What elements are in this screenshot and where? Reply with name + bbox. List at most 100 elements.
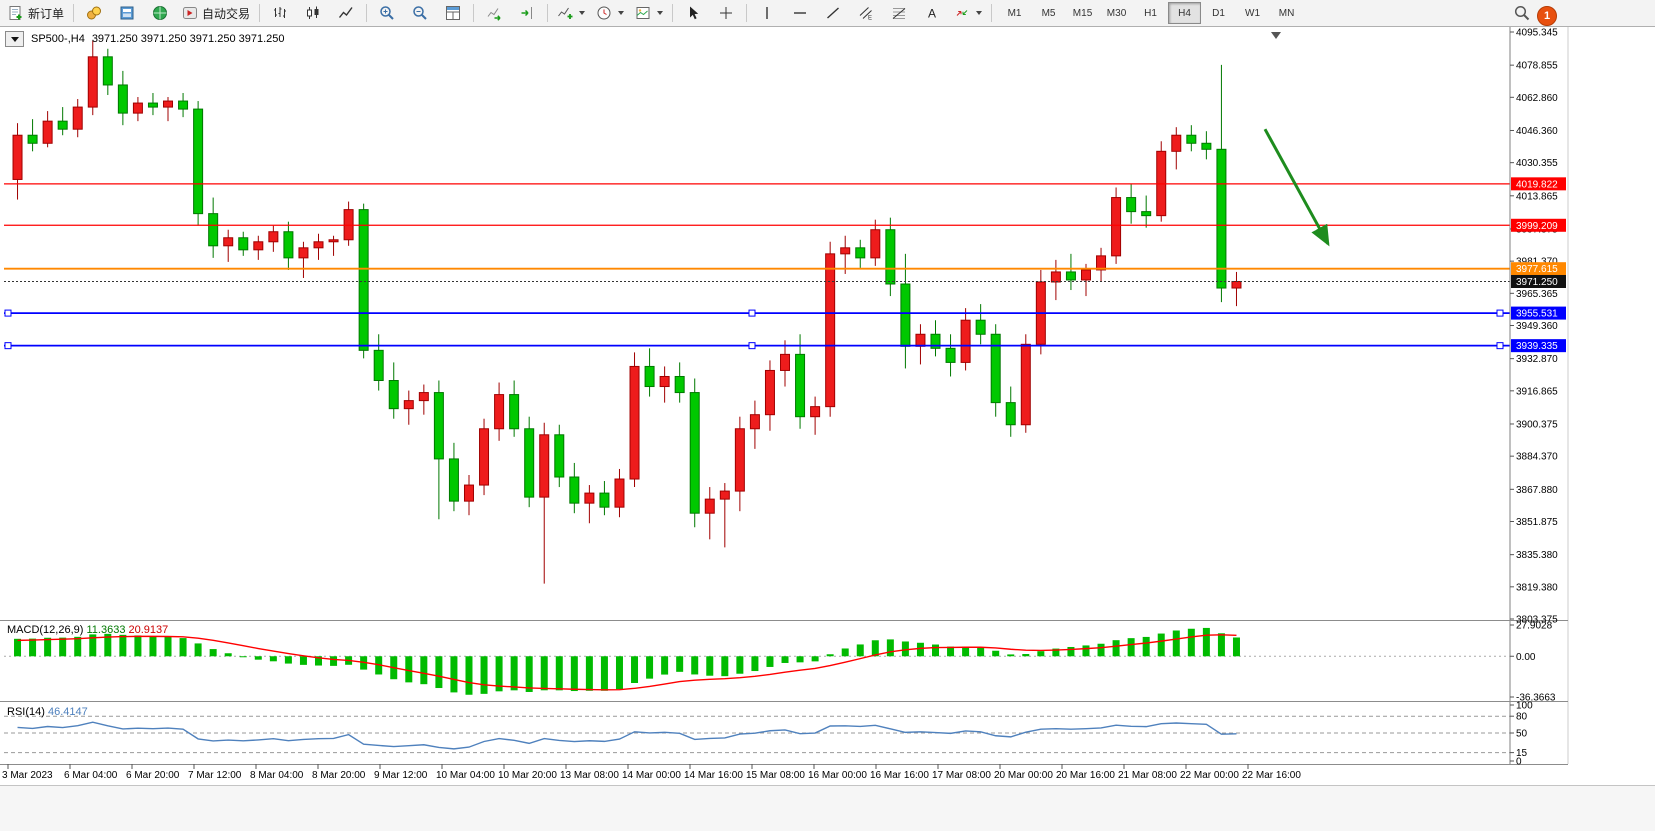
- candle: [373, 334, 384, 391]
- candle: [930, 320, 941, 357]
- line-chart-button[interactable]: [330, 1, 362, 25]
- svg-text:4030.355: 4030.355: [1516, 158, 1558, 169]
- periods-button[interactable]: [591, 1, 629, 25]
- crosshair-button[interactable]: [710, 1, 742, 25]
- candlestick-chart-button[interactable]: [297, 1, 329, 25]
- auto-scroll-button[interactable]: [478, 1, 510, 25]
- zoom-out-button[interactable]: [404, 1, 436, 25]
- candle: [223, 229, 234, 262]
- timeframe-d1-button[interactable]: D1: [1212, 7, 1225, 19]
- candle: [975, 304, 986, 345]
- line-handle[interactable]: [1496, 309, 1504, 317]
- candle: [870, 219, 881, 266]
- tile-windows-button[interactable]: [437, 1, 469, 25]
- candle: [749, 400, 760, 449]
- candle: [1065, 253, 1076, 291]
- line-handle[interactable]: [1496, 342, 1504, 350]
- market-watch-button[interactable]: [78, 1, 110, 25]
- trend-arrow-object[interactable]: [1263, 128, 1330, 247]
- chart-title-bar: SP500-,H4 3971.250 3971.250 3971.250 397…: [5, 31, 285, 47]
- candle: [163, 97, 174, 122]
- line-chart-icon: [338, 5, 354, 21]
- search-icon[interactable]: [1513, 4, 1531, 27]
- one-click-trading-expand-button[interactable]: [5, 31, 24, 47]
- horizontal-line-button[interactable]: [784, 1, 816, 25]
- candle: [674, 362, 685, 403]
- svg-text:4019.822: 4019.822: [1516, 179, 1558, 190]
- zoom-out-icon: [412, 5, 428, 21]
- line-handle[interactable]: [4, 309, 12, 317]
- svg-text:6 Mar 20:00: 6 Mar 20:00: [126, 770, 180, 781]
- svg-text:3851.875: 3851.875: [1516, 517, 1558, 528]
- candle: [539, 422, 550, 584]
- time-axis: 3 Mar 2023 6 Mar 04:00 6 Mar 20:00 7 Mar 12…: [2, 764, 1301, 781]
- line-handle[interactable]: [748, 309, 756, 317]
- main-toolbar: 新订单 自动交易 E A M1 M5 M15 M30 H1 H4 D1 W1 MN 1: [0, 0, 1655, 27]
- arrow-objects-button[interactable]: [949, 1, 987, 25]
- cursor-icon: [685, 5, 701, 21]
- toolbar-separator: [366, 4, 368, 22]
- svg-text:50: 50: [1516, 729, 1528, 740]
- timeframe-m1-button[interactable]: M1: [1007, 7, 1022, 19]
- price-label: 3955.531: [1511, 306, 1566, 320]
- candle: [524, 416, 535, 508]
- timeframe-m5-button[interactable]: M5: [1041, 7, 1056, 19]
- candle: [27, 119, 38, 152]
- zoom-in-icon: [379, 5, 395, 21]
- new-order-button[interactable]: 新订单: [3, 1, 69, 25]
- candle: [960, 308, 971, 371]
- candle: [599, 481, 610, 516]
- timeframe-w1-button[interactable]: W1: [1245, 7, 1261, 19]
- svg-text:27.9028: 27.9028: [1516, 621, 1553, 632]
- navigator-button[interactable]: [144, 1, 176, 25]
- candle: [1126, 183, 1137, 224]
- candle: [509, 380, 520, 437]
- candle: [1186, 125, 1197, 152]
- svg-text:3 Mar 2023: 3 Mar 2023: [2, 770, 53, 781]
- chart-shift-marker[interactable]: [1271, 32, 1281, 39]
- timeframe-m15-button[interactable]: M15: [1072, 7, 1093, 19]
- svg-text:3835.380: 3835.380: [1516, 550, 1558, 561]
- price-axis: 4095.345 4078.855 4062.860 4046.360 4030.355…: [1510, 28, 1566, 626]
- svg-text:10 Mar 04:00: 10 Mar 04:00: [436, 770, 495, 781]
- autotrading-button[interactable]: 自动交易: [177, 1, 255, 25]
- equidistant-channel-button[interactable]: E: [850, 1, 882, 25]
- svg-text:6 Mar 04:00: 6 Mar 04:00: [64, 770, 118, 781]
- autotrading-icon: [182, 5, 198, 21]
- price-label: 3977.615: [1511, 262, 1566, 276]
- bar-chart-button[interactable]: [264, 1, 296, 25]
- templates-button[interactable]: [630, 1, 668, 25]
- line-handle[interactable]: [748, 342, 756, 350]
- price-chart-canvas[interactable]: 4095.345 4078.855 4062.860 4046.360 4030.355…: [0, 27, 1655, 785]
- candle: [87, 40, 98, 116]
- chart-shift-icon: [519, 5, 535, 21]
- notification-badge[interactable]: 1: [1537, 5, 1557, 26]
- candle: [1171, 127, 1182, 170]
- svg-text:4062.860: 4062.860: [1516, 93, 1558, 104]
- svg-text:20 Mar 00:00: 20 Mar 00:00: [994, 770, 1053, 781]
- timeframe-h4-button[interactable]: H4: [1168, 2, 1202, 24]
- vertical-line-button[interactable]: [751, 1, 783, 25]
- cursor-button[interactable]: [677, 1, 709, 25]
- text-label-button[interactable]: A: [916, 1, 948, 25]
- candle: [734, 416, 745, 512]
- vertical-line-icon: [759, 5, 775, 21]
- svg-text:3949.360: 3949.360: [1516, 321, 1558, 332]
- timeframe-mn-button[interactable]: MN: [1278, 7, 1295, 19]
- chart-shift-button[interactable]: [511, 1, 543, 25]
- zoom-in-button[interactable]: [371, 1, 403, 25]
- svg-text:3999.209: 3999.209: [1516, 221, 1558, 232]
- trendline-button[interactable]: [817, 1, 849, 25]
- timeframe-h1-button[interactable]: H1: [1144, 7, 1157, 19]
- svg-text:0: 0: [1516, 757, 1522, 768]
- rsi-title: RSI(14): [7, 706, 45, 718]
- macd-main-value: 11.3633: [86, 624, 126, 636]
- candle: [253, 235, 264, 260]
- indicators-button[interactable]: [552, 1, 590, 25]
- timeframe-m30-button[interactable]: M30: [1106, 7, 1127, 19]
- data-window-icon: [119, 5, 135, 21]
- fibonacci-button[interactable]: [883, 1, 915, 25]
- data-window-button[interactable]: [111, 1, 143, 25]
- clock-icon: [596, 5, 612, 21]
- line-handle[interactable]: [4, 342, 12, 350]
